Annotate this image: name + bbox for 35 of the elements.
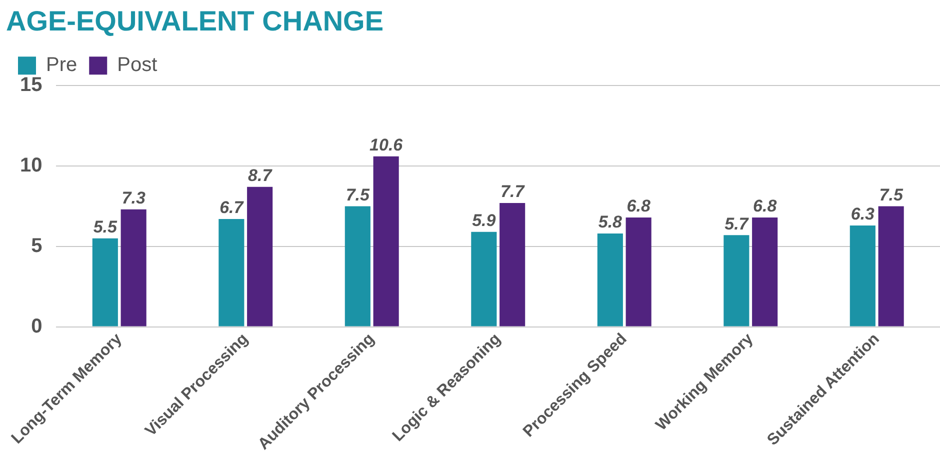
legend-label: Pre [46, 54, 78, 76]
bar [626, 217, 652, 326]
bar [92, 238, 118, 326]
data-label: 7.7 [500, 182, 526, 202]
y-tick-label: 0 [31, 315, 42, 338]
data-label: 6.3 [850, 204, 876, 224]
data-label: 5.9 [472, 211, 496, 230]
data-label: 5.5 [93, 218, 118, 237]
data-label: 7.3 [122, 188, 146, 208]
data-label: 6.8 [626, 196, 651, 216]
chart-title: AGE-EQUIVALENT CHANGE [6, 6, 384, 37]
bar [878, 206, 904, 326]
bar [850, 225, 876, 326]
bar [344, 206, 370, 326]
y-tick-label: 10 [20, 154, 42, 177]
bar [373, 156, 399, 326]
bar [500, 202, 526, 326]
data-label: 6.8 [753, 196, 778, 216]
data-label: 5.8 [598, 212, 623, 232]
bar [218, 219, 244, 326]
bar [724, 235, 750, 326]
legend-label: Post [117, 54, 158, 76]
data-label: 7.5 [346, 185, 370, 204]
bar [120, 209, 146, 326]
bar [752, 217, 778, 326]
y-tick-label: 15 [20, 74, 42, 96]
data-label: 6.7 [220, 198, 245, 218]
bar [597, 234, 623, 326]
y-tick-label: 5 [31, 234, 42, 257]
bar [247, 186, 273, 326]
data-label: 10.6 [370, 136, 404, 155]
bar [471, 232, 497, 326]
data-label: 8.7 [248, 166, 274, 186]
data-label: 5.7 [724, 214, 750, 234]
data-label: 7.5 [879, 185, 904, 204]
